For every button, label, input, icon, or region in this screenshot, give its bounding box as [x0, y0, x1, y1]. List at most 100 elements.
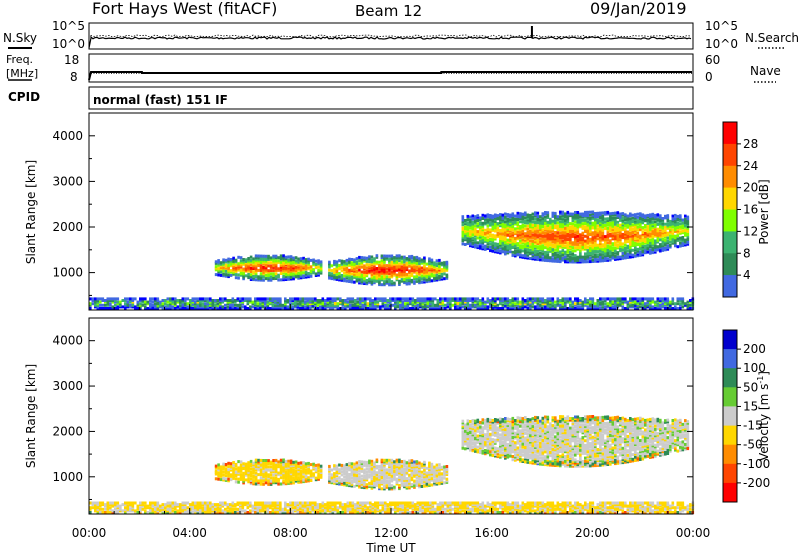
power-cell: [546, 220, 550, 224]
power-cell: [606, 223, 610, 227]
power-cell: [423, 280, 426, 284]
power-cell: [596, 254, 600, 258]
power-cell: [584, 228, 587, 232]
power-cell: [584, 257, 587, 261]
power-cell: [314, 302, 317, 306]
power-cell: [626, 235, 630, 239]
power-cell: [376, 297, 380, 301]
power-cell: [306, 307, 310, 310]
velocity-cell: [252, 469, 255, 473]
power-cell: [581, 239, 585, 243]
power-cell: [584, 246, 587, 249]
power-cell: [176, 307, 180, 310]
velocity-cell: [343, 469, 346, 473]
power-cell: [114, 297, 117, 301]
power-cell: [539, 218, 542, 222]
power-cell: [616, 297, 620, 301]
power-cell: [581, 257, 585, 261]
power-cell: [629, 239, 632, 243]
power-cell: [686, 230, 690, 233]
power-cell: [408, 269, 411, 273]
power-cell: [594, 242, 597, 246]
power-cell: [326, 302, 330, 306]
power-cell: [631, 234, 635, 238]
power-cell: [307, 272, 310, 275]
power-cell: [631, 237, 635, 241]
power-cell: [661, 224, 665, 228]
power-cell: [287, 265, 290, 268]
velocity-cell: [355, 474, 359, 478]
power-cell: [629, 250, 632, 254]
power-cell: [464, 299, 467, 302]
power-cell: [384, 307, 387, 310]
power-cell: [519, 215, 522, 219]
power-cell: [606, 244, 610, 248]
power-cell: [591, 255, 595, 259]
power-cell: [511, 302, 515, 306]
power-cell: [406, 297, 410, 301]
power-cell: [476, 222, 480, 226]
power-cell: [201, 299, 205, 302]
velocity-cell: [360, 477, 364, 481]
power-cell: [410, 254, 414, 258]
power-cell: [551, 232, 555, 236]
power-cell: [684, 229, 687, 232]
velocity-cell: [287, 470, 290, 474]
power-cell: [284, 297, 287, 301]
power-cell: [606, 258, 610, 262]
power-cell: [531, 223, 535, 227]
power-cell: [304, 270, 308, 274]
power-cell: [596, 302, 600, 306]
power-cell: [664, 243, 667, 247]
power-cell: [591, 258, 595, 262]
power-cell: [219, 264, 223, 268]
power-cell: [144, 305, 147, 309]
velocity-cell: [312, 475, 315, 479]
power-cell: [291, 302, 295, 306]
power-cell: [224, 274, 228, 278]
power-cell: [481, 221, 485, 225]
velocity-cell: [274, 471, 278, 475]
power-cell: [664, 297, 667, 301]
power-cell: [433, 278, 436, 282]
power-cell: [504, 228, 507, 232]
velocity-cell: [242, 462, 245, 466]
power-cell: [594, 248, 597, 252]
noise-left-tick-bottom: 10^0: [52, 37, 85, 51]
power-cell: [556, 302, 560, 306]
power-cell: [574, 214, 577, 218]
power-cell: [569, 238, 572, 242]
power-cell: [291, 297, 295, 301]
power-cell: [409, 300, 412, 304]
velocity-cell: [370, 485, 374, 489]
velocity-cell: [355, 461, 359, 465]
velocity-cell: [224, 474, 228, 478]
power-cell: [393, 268, 396, 272]
velocity-cell: [284, 477, 288, 481]
velocity-cell: [249, 477, 253, 481]
power-cell: [611, 221, 615, 225]
power-cell: [634, 232, 637, 236]
power-cell: [529, 226, 532, 230]
power-cell: [252, 259, 255, 262]
power-cell: [564, 241, 567, 245]
power-cell: [269, 256, 273, 260]
power-cell: [511, 234, 515, 238]
power-cell: [459, 305, 462, 309]
power-cell: [539, 243, 542, 247]
power-cell: [355, 277, 359, 281]
power-cell: [524, 211, 527, 215]
power-cell: [501, 297, 505, 301]
power-cell: [504, 250, 507, 254]
power-cell: [631, 224, 635, 228]
velocity-cell: [358, 472, 361, 476]
power-cell: [679, 225, 682, 229]
power-cell: [396, 297, 400, 301]
power-cell: [681, 299, 685, 302]
velocity-cell: [279, 476, 283, 480]
power-cell: [141, 297, 145, 301]
power-cell: [569, 257, 572, 261]
power-cell: [282, 254, 285, 258]
power-cell: [388, 260, 391, 264]
velocity-cell: [335, 477, 339, 481]
